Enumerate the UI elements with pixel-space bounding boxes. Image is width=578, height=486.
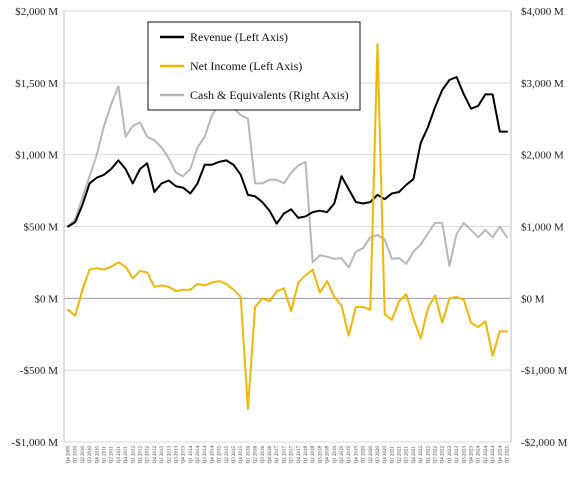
x-tick-label: Q4 2023	[470, 446, 475, 464]
x-tick-label: Q2 2018	[311, 446, 316, 464]
x-tick-label: Q3 2018	[318, 446, 323, 464]
x-tick-label: Q2 2010	[81, 446, 86, 464]
x-tick-label: Q4 2024	[498, 446, 503, 464]
right-tick-label: $2,000 M	[521, 150, 564, 162]
right-axis: $4,000 M $3,000 M $2,000 M $1,000 M $0 M -$1,…	[510, 6, 568, 449]
x-tick-label: Q1 2023	[448, 446, 453, 464]
x-tick-label: Q2 2016	[254, 446, 259, 464]
x-tick-label: Q3 2015	[232, 446, 237, 464]
x-tick-label: Q1 2016	[246, 446, 251, 464]
left-tick-label: -$1,000 M	[12, 437, 59, 449]
x-tick-label: Q1 2013	[160, 446, 165, 464]
legend-label-cash: Cash & Equivalents (Right Axis)	[190, 88, 349, 102]
x-tick-label: Q1 2018	[304, 446, 309, 464]
x-tick-label: Q4 2019	[354, 446, 359, 464]
series-lines	[67, 43, 508, 410]
legend-label-net-income: Net Income (Left Axis)	[190, 59, 302, 73]
x-tick-label: Q3 2022	[434, 446, 439, 464]
x-tick-label: Q4 2011	[124, 446, 129, 464]
x-tick-label: Q4 2020	[383, 446, 388, 464]
x-tick-label: Q3 2017	[290, 446, 295, 464]
x-tick-label: Q1 2015	[218, 446, 223, 464]
x-tick-label: Q3 2014	[203, 446, 208, 464]
x-tick-label: Q4 2015	[239, 446, 244, 464]
x-tick-label: Q4 2016	[268, 446, 273, 464]
x-tick-label: Q2 2015	[225, 446, 230, 464]
x-tick-label: Q1 2022	[419, 446, 424, 464]
left-tick-label: $2,000 M	[15, 6, 58, 18]
x-tick-label: Q4 2014	[210, 446, 215, 464]
x-tick-label: Q1 2020	[362, 446, 367, 464]
right-tick-label: $4,000 M	[521, 6, 564, 18]
x-tick-label: Q3 2020	[376, 446, 381, 464]
x-tick-label: Q3 2021	[405, 446, 410, 464]
x-tick-label: Q2 2019	[340, 446, 345, 464]
x-tick-label: Q4 2009	[67, 446, 72, 464]
x-tick-label: Q2 2024	[484, 446, 489, 464]
x-tick-label: Q2 2020	[369, 446, 374, 464]
x-tick-label: Q1 2011	[102, 446, 107, 464]
x-tick-label: Q2 2013	[167, 446, 172, 464]
x-tick-label: Q1 2014	[189, 446, 194, 464]
x-tick-label: Q2 2022	[426, 446, 431, 464]
x-tick-label: Q2 2012	[138, 446, 143, 464]
x-tick-label: Q1 2010	[74, 446, 79, 464]
x-tick-label: Q2 2017	[282, 446, 287, 464]
x-tick-label: Q3 2012	[146, 446, 151, 464]
x-tick-label: Q2 2014	[196, 446, 201, 464]
x-axis: Q4 2009 Q1 2010 Q2 2010 Q3 2010 Q4 2010 Q1 20…	[67, 446, 511, 464]
x-tick-label: Q4 2013	[182, 446, 187, 464]
x-tick-label: Q2 2023	[455, 446, 460, 464]
x-tick-label: Q4 2022	[441, 446, 446, 464]
right-tick-label: -$1,000 M	[521, 365, 568, 377]
series-line-net-income-left-axis	[67, 43, 508, 410]
right-tick-label: $3,000 M	[521, 78, 564, 90]
x-tick-label: Q3 2024	[491, 446, 496, 464]
x-tick-label: Q2 2021	[398, 446, 403, 464]
x-tick-label: Q4 2018	[326, 446, 331, 464]
right-tick-label: $1,000 M	[521, 222, 564, 234]
left-tick-label: $1,500 M	[15, 78, 58, 90]
left-tick-label: $0 M	[34, 293, 58, 305]
x-tick-label: Q3 2010	[88, 446, 93, 464]
legend-label-revenue: Revenue (Left Axis)	[190, 30, 288, 44]
x-tick-label: Q1 2021	[390, 446, 395, 464]
x-tick-label: Q4 2010	[95, 446, 100, 464]
left-tick-label: $500 M	[23, 222, 58, 234]
x-tick-label: Q1 2019	[333, 446, 338, 464]
left-tick-label: -$500 M	[20, 365, 58, 377]
x-tick-label: Q4 2012	[153, 446, 158, 464]
left-axis: $2,000 M $1,500 M $1,000 M $500 M $0 M -$500 …	[12, 6, 65, 449]
right-tick-label: $0 M	[521, 293, 545, 305]
series-line-cash-equivalents-right-axis	[67, 85, 508, 269]
x-tick-label: Q1 2012	[131, 446, 136, 464]
x-tick-label: Q2 2011	[110, 446, 115, 464]
x-tick-label: Q3 2013	[174, 446, 179, 464]
x-tick-label: Q3 2023	[462, 446, 467, 464]
right-tick-label: -$2,000 M	[521, 437, 568, 449]
x-tick-label: Q4 2017	[297, 446, 302, 464]
x-tick-label: Q3 2016	[261, 446, 266, 464]
x-tick-label: Q1 2017	[275, 446, 280, 464]
x-tick-label: Q1 2024	[477, 446, 482, 464]
x-tick-label: Q3 2011	[117, 446, 122, 464]
x-tick-label: Q4 2021	[412, 446, 417, 464]
left-tick-label: $1,000 M	[15, 150, 58, 162]
legend: Revenue (Left Axis) Net Income (Left Axi…	[147, 21, 361, 111]
x-tick-label: Q1 2025	[506, 446, 511, 464]
x-tick-label: Q3 2019	[347, 446, 352, 464]
series-line-revenue-left-axis	[67, 76, 508, 228]
